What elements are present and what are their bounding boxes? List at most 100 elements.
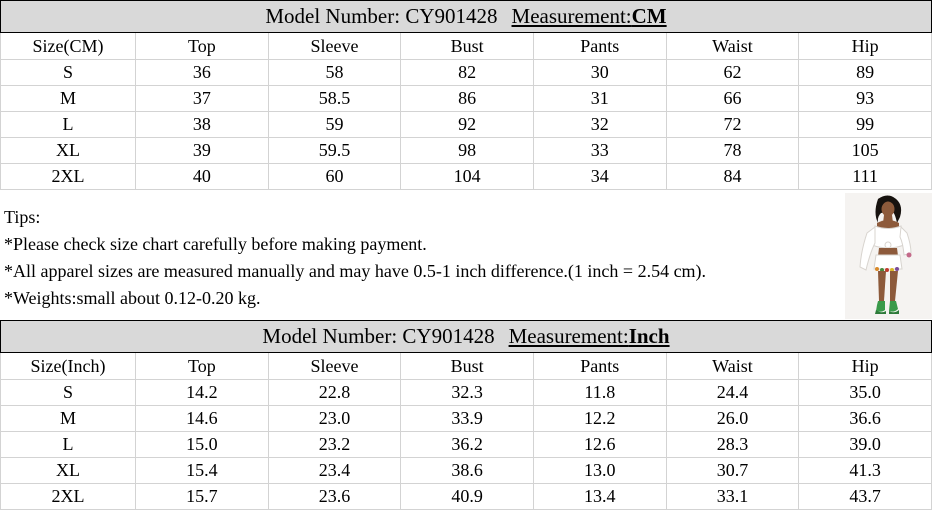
value-cell: 34: [532, 163, 667, 190]
column-header: Pants: [532, 32, 667, 60]
value-cell: 89: [798, 59, 932, 86]
value-cell: 23.0: [267, 405, 402, 432]
table-row: L 38 59 92 32 72 99: [0, 111, 932, 138]
value-cell: 32: [532, 111, 667, 138]
value-cell: 62: [665, 59, 800, 86]
size-cell: L: [0, 111, 136, 138]
size-cell: L: [0, 431, 136, 458]
value-cell: 66: [665, 85, 800, 112]
value-cell: 12.2: [532, 405, 667, 432]
value-cell: 59.5: [267, 137, 402, 164]
tips-line: *Please check size chart carefully befor…: [4, 234, 427, 254]
value-cell: 23.6: [267, 483, 402, 510]
column-header: Waist: [665, 32, 800, 60]
value-cell: 14.6: [135, 405, 269, 432]
size-cell: XL: [0, 137, 136, 164]
size-cell: 2XL: [0, 483, 136, 510]
value-cell: 43.7: [798, 483, 932, 510]
column-header: Hip: [798, 32, 932, 60]
size-cell: M: [0, 85, 136, 112]
value-cell: 24.4: [665, 379, 800, 406]
value-cell: 22.8: [267, 379, 402, 406]
value-cell: 13.4: [532, 483, 667, 510]
value-cell: 104: [400, 163, 534, 190]
size-cell: XL: [0, 457, 136, 484]
value-cell: 99: [798, 111, 932, 138]
value-cell: 78: [665, 137, 800, 164]
column-header: Waist: [665, 352, 800, 380]
value-cell: 86: [400, 85, 534, 112]
table-cm-title: Model Number: CY901428 Measurement:CM: [0, 0, 932, 33]
value-cell: 15.7: [135, 483, 269, 510]
value-cell: 41.3: [798, 457, 932, 484]
value-cell: 58.5: [267, 85, 402, 112]
column-header: Sleeve: [267, 32, 402, 60]
table-inch-body: S 14.2 22.8 32.3 11.8 24.4 35.0 M 14.6 23.0 33.9 12…: [0, 379, 932, 510]
model-number-text: Model Number: CY901428: [262, 324, 495, 348]
value-cell: 38.6: [400, 457, 534, 484]
value-cell: 38: [135, 111, 269, 138]
model-number-text: Model Number: CY901428: [265, 4, 498, 28]
table-cm-title-row: Model Number: CY901428 Measurement:CM: [0, 0, 932, 33]
value-cell: 40.9: [400, 483, 534, 510]
value-cell: 33.1: [665, 483, 800, 510]
table-inch-header-row: Size(Inch) Top Sleeve Bust Pants Waist Hip: [0, 352, 932, 380]
value-cell: 23.2: [267, 431, 402, 458]
value-cell: 33.9: [400, 405, 534, 432]
column-header: Size(Inch): [0, 352, 136, 380]
table-cm-body: S 36 58 82 30 62 89 M 37 58.5 86 31 66 93 L 38 59 92 32 72 9…: [0, 59, 932, 190]
size-cell: S: [0, 379, 136, 406]
table-inch-title-row: Model Number: CY901428 Measurement:Inch: [0, 320, 932, 353]
value-cell: 33: [532, 137, 667, 164]
measurement-unit: Inch: [628, 324, 670, 348]
table-row: M 37 58.5 86 31 66 93: [0, 85, 932, 112]
tips-heading: Tips:: [4, 207, 41, 227]
table-row: M 14.6 23.0 33.9 12.2 26.0 36.6: [0, 405, 932, 432]
value-cell: 32.3: [400, 379, 534, 406]
size-table-cm: Model Number: CY901428 Measurement:CM Siz…: [0, 0, 932, 190]
table-row: 2XL 40 60 104 34 84 111: [0, 163, 932, 190]
value-cell: 35.0: [798, 379, 932, 406]
column-header: Bust: [400, 352, 534, 380]
column-header: Bust: [400, 32, 534, 60]
table-inch-title: Model Number: CY901428 Measurement:Inch: [0, 320, 932, 353]
size-cell: S: [0, 59, 136, 86]
value-cell: 36.6: [798, 405, 932, 432]
tips-lines: *Please check size chart carefully befor…: [4, 231, 932, 312]
table-row: XL 15.4 23.4 38.6 13.0 30.7 41.3: [0, 457, 932, 484]
value-cell: 14.2: [135, 379, 269, 406]
value-cell: 111: [798, 163, 932, 190]
value-cell: 84: [665, 163, 800, 190]
value-cell: 12.6: [532, 431, 667, 458]
table-row: 2XL 15.7 23.6 40.9 13.4 33.1 43.7: [0, 483, 932, 510]
tips-line: *All apparel sizes are measured manually…: [4, 261, 707, 281]
table-row: S 36 58 82 30 62 89: [0, 59, 932, 86]
measurement-text: Measurement:Inch: [508, 324, 670, 348]
value-cell: 28.3: [665, 431, 800, 458]
value-cell: 15.0: [135, 431, 269, 458]
measurement-text: Measurement:CM: [511, 4, 667, 28]
size-cell: M: [0, 405, 136, 432]
value-cell: 92: [400, 111, 534, 138]
tips-line: *Weights:small about 0.12-0.20 kg.: [4, 288, 261, 308]
column-header: Size(CM): [0, 32, 136, 60]
value-cell: 60: [267, 163, 402, 190]
value-cell: 93: [798, 85, 932, 112]
value-cell: 36.2: [400, 431, 534, 458]
value-cell: 36: [135, 59, 269, 86]
tips-section: Tips: *Please check size chart carefully…: [0, 190, 932, 320]
value-cell: 40: [135, 163, 269, 190]
table-row: L 15.0 23.2 36.2 12.6 28.3 39.0: [0, 431, 932, 458]
column-header: Hip: [798, 352, 932, 380]
value-cell: 58: [267, 59, 402, 86]
table-row: S 14.2 22.8 32.3 11.8 24.4 35.0: [0, 379, 932, 406]
value-cell: 31: [532, 85, 667, 112]
table-cm-header-row: Size(CM) Top Sleeve Bust Pants Waist Hip: [0, 32, 932, 60]
value-cell: 11.8: [532, 379, 667, 406]
value-cell: 23.4: [267, 457, 402, 484]
model-photo: [845, 193, 932, 319]
measurement-unit: CM: [631, 4, 667, 28]
value-cell: 37: [135, 85, 269, 112]
value-cell: 15.4: [135, 457, 269, 484]
value-cell: 59: [267, 111, 402, 138]
